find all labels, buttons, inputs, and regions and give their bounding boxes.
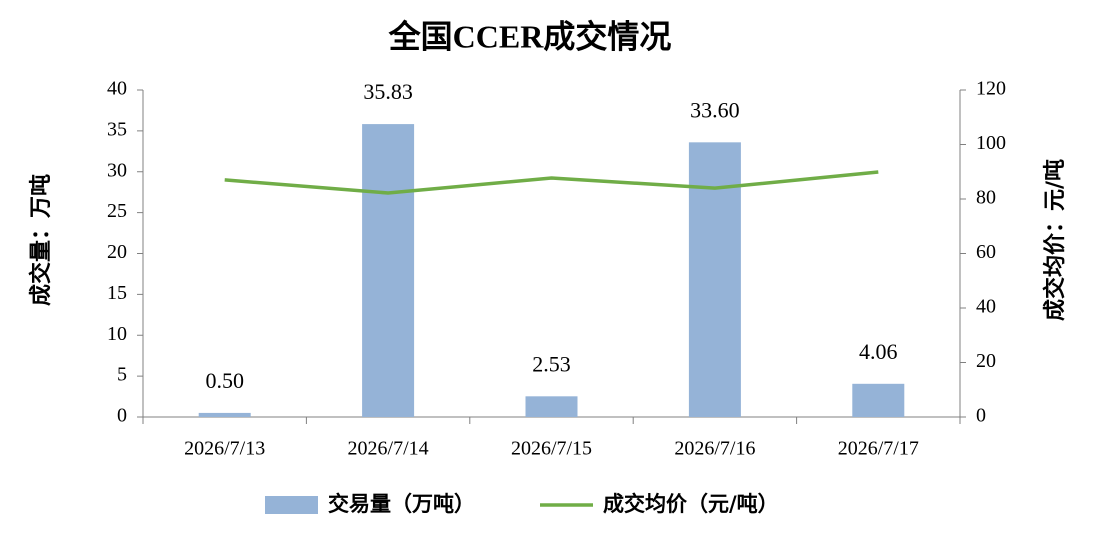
- line: [224, 170, 879, 195]
- y2-tick-label: 60: [976, 241, 996, 263]
- y-tick-label: 40: [107, 78, 127, 100]
- data-label: 35.83: [363, 79, 413, 104]
- y-tick-label: 0: [117, 405, 127, 427]
- data-label: 4.06: [859, 339, 898, 364]
- y2-tick-label: 80: [976, 187, 996, 209]
- y-tick-label: 5: [117, 364, 127, 386]
- x-tick-label: 2026/7/15: [511, 438, 592, 460]
- y-tick-label: 35: [107, 118, 127, 140]
- y-axis-title: 成交量：万吨: [28, 174, 54, 306]
- y2-tick-label: 0: [976, 405, 986, 427]
- y2-tick-label: 100: [976, 132, 1006, 154]
- x-tick-label: 2026/7/16: [674, 438, 755, 460]
- x-tick-label: 2026/7/17: [838, 438, 919, 460]
- y2-tick-label: 40: [976, 296, 996, 318]
- y-tick-label: 15: [107, 282, 127, 304]
- data-label: 0.50: [205, 368, 244, 393]
- legend-label: 成交均价（元/吨）: [603, 492, 779, 516]
- data-label: 33.60: [690, 97, 740, 122]
- y-tick-label: 20: [107, 241, 127, 263]
- y2-tick-label: 20: [976, 350, 996, 372]
- bar: [362, 124, 415, 417]
- data-label: 2.53: [532, 351, 571, 376]
- bar: [525, 396, 578, 417]
- y2-axis-title: 成交均价：元/吨: [1042, 159, 1068, 321]
- bar: [198, 412, 251, 417]
- y-tick-label: 25: [107, 200, 127, 222]
- y2-tick-label: 120: [976, 78, 1006, 100]
- x-tick-label: 2026/7/13: [184, 438, 265, 460]
- bar: [852, 383, 905, 417]
- y-tick-label: 30: [107, 159, 127, 181]
- legend-label: 交易量（万吨）: [328, 492, 475, 516]
- chart-title: 全国CCER成交情况: [388, 18, 672, 54]
- bar: [688, 142, 741, 417]
- x-tick-label: 2026/7/14: [348, 438, 429, 460]
- y-tick-label: 10: [107, 323, 127, 345]
- legend-swatch: [265, 496, 318, 514]
